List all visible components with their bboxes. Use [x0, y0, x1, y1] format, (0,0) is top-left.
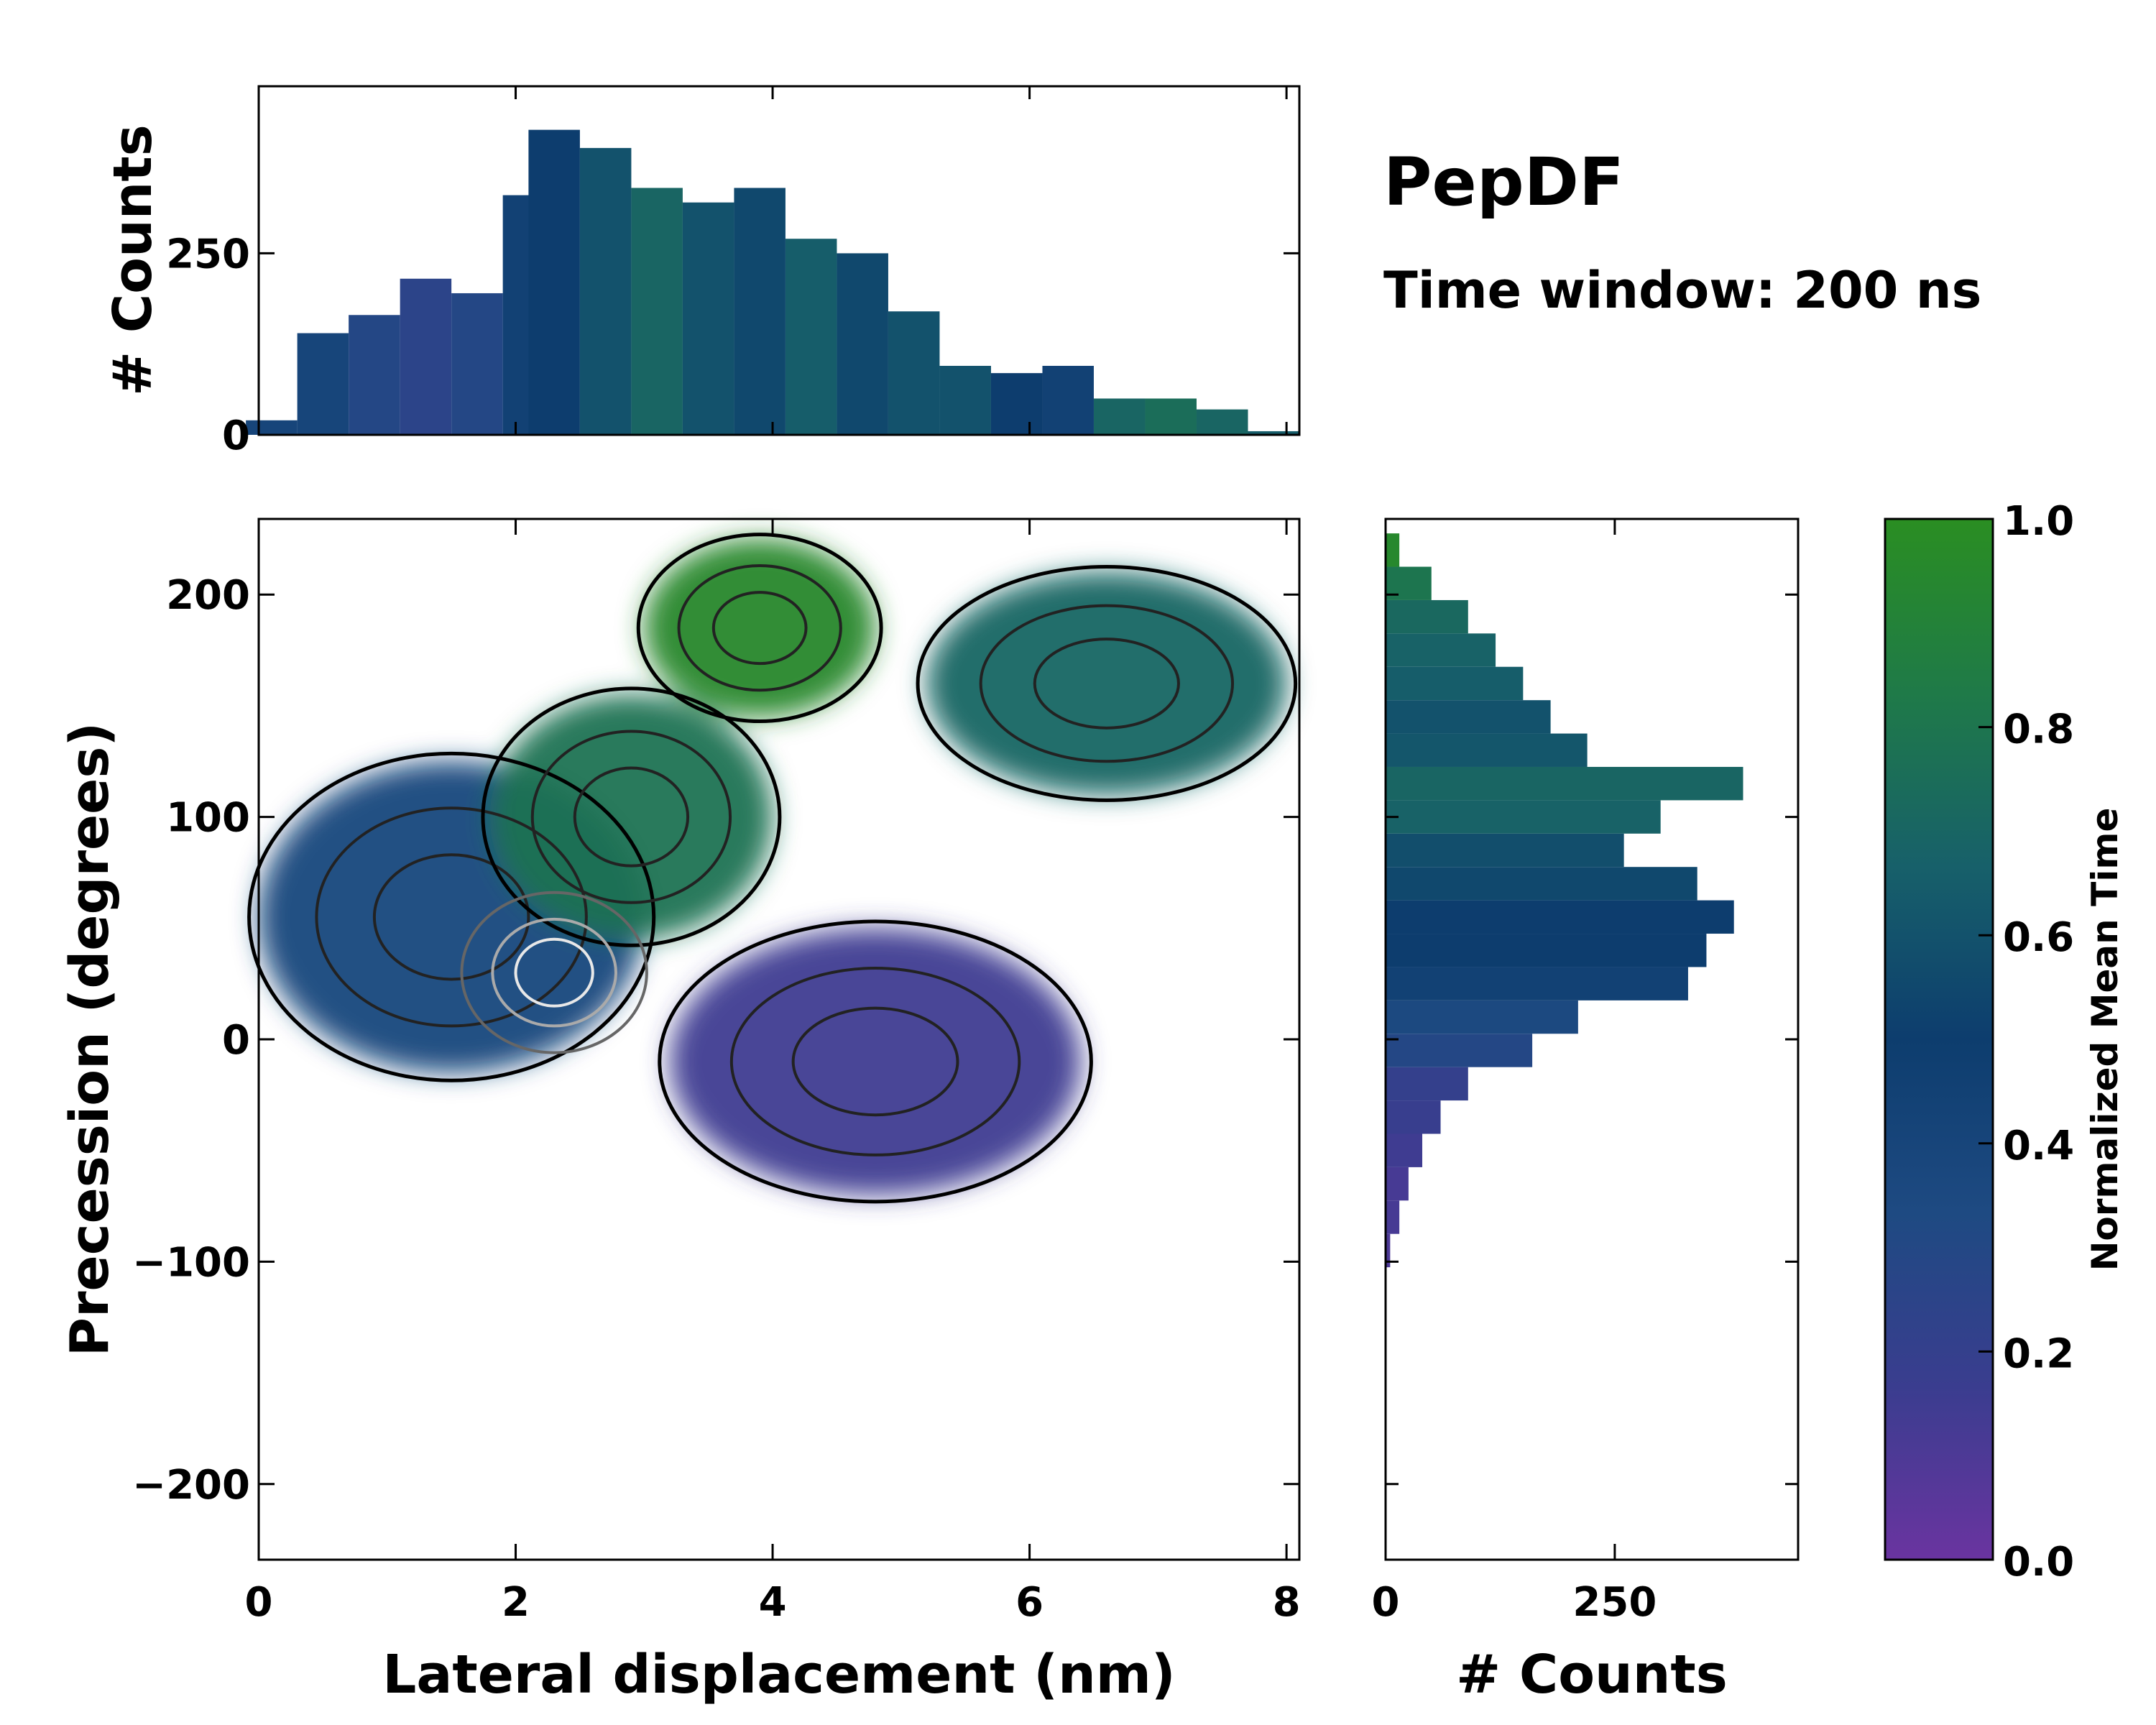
- right-hist-bar: [1386, 900, 1734, 934]
- right-hist-bar: [1386, 800, 1661, 834]
- heatmap-contours: [247, 533, 1298, 1204]
- contour-2-0: [636, 533, 883, 724]
- right-hist-bar: [1386, 1000, 1578, 1034]
- contour-0-2: [372, 853, 530, 981]
- right-xtick-label: 0: [1372, 1579, 1400, 1626]
- colorbar-tick-label: 0.8: [2003, 707, 2074, 753]
- colorbar: 0.0 0.2 0.4 0.6 0.8 1.0 Normalized Mean Time: [1884, 498, 2126, 1586]
- right-hist-bar: [1386, 700, 1551, 734]
- top-hist-bar: [451, 293, 503, 435]
- main-ytick-label: −200: [132, 1462, 250, 1509]
- right-hist-bar: [1386, 1100, 1441, 1134]
- top-ytick-label: 250: [166, 231, 250, 277]
- main-ytick-label: 100: [166, 795, 250, 842]
- top-hist-bar: [990, 373, 1043, 435]
- top-histogram-bars: [246, 129, 1299, 435]
- contour-3-0: [916, 565, 1298, 802]
- top-hist-bar: [400, 278, 452, 435]
- main-xtick-label: 2: [502, 1579, 530, 1626]
- top-histogram: 0 250 # Counts: [102, 85, 1301, 459]
- top-hist-bar: [837, 253, 888, 435]
- right-histogram-xlabel: # Counts: [1456, 1644, 1728, 1706]
- top-ytick-label: 0: [222, 413, 250, 459]
- top-hist-bar: [297, 333, 349, 435]
- top-hist-bar: [579, 147, 632, 435]
- right-hist-bar: [1386, 766, 1743, 801]
- contour-2-1: [677, 564, 842, 692]
- top-hist-bar: [1145, 398, 1197, 435]
- right-xtick-label: 250: [1572, 1579, 1657, 1626]
- main-ytick-label: 200: [166, 572, 250, 619]
- heatmap-regions: [258, 538, 1287, 1195]
- right-hist-bar: [1386, 533, 1400, 567]
- colorbar-tick-label: 0.0: [2003, 1539, 2074, 1586]
- contour-1-0: [481, 686, 782, 947]
- top-histogram-ylabel: # Counts: [102, 124, 164, 396]
- contour-3-1: [979, 604, 1235, 763]
- top-hist-bar: [1042, 366, 1094, 435]
- right-hist-bar: [1386, 1200, 1400, 1234]
- contour-4-2: [791, 1006, 959, 1117]
- top-hist-bar: [1093, 398, 1146, 435]
- right-hist-bar: [1386, 1133, 1423, 1167]
- right-hist-bar: [1386, 666, 1524, 701]
- top-histogram-frame: [257, 85, 1301, 436]
- contour-5-2: [460, 891, 648, 1054]
- top-hist-bar: [1196, 409, 1248, 435]
- right-hist-bar: [1386, 633, 1496, 667]
- contour-0-0: [247, 751, 656, 1082]
- contour-5-0: [514, 937, 594, 1008]
- contour-1-2: [573, 766, 690, 868]
- top-hist-bar: [785, 239, 837, 435]
- top-hist-bar: [939, 366, 991, 435]
- main-xtick-label: 4: [759, 1579, 787, 1626]
- colorbar-tick-label: 0.2: [2003, 1330, 2074, 1377]
- top-hist-bar: [734, 188, 786, 435]
- main-xlabel: Lateral displacement (nm): [382, 1644, 1175, 1706]
- main-ytick-label: −100: [132, 1239, 250, 1286]
- contour-1-1: [530, 730, 732, 904]
- right-hist-bar: [1386, 1067, 1468, 1101]
- right-hist-bar: [1386, 599, 1468, 634]
- right-hist-bar: [1386, 1233, 1391, 1268]
- right-histogram-bars: [1386, 533, 1743, 1268]
- chart-subtitle: Time window: 200 ns: [1383, 261, 1981, 320]
- right-hist-bar: [1386, 733, 1588, 767]
- top-hist-bar: [682, 202, 734, 435]
- main-ylabel: Precession (degrees): [59, 722, 121, 1356]
- right-hist-bar: [1386, 867, 1697, 901]
- contour-2-2: [711, 591, 808, 666]
- chart-title: PepDF: [1383, 144, 1624, 221]
- contour-4-0: [658, 919, 1093, 1204]
- main-ytick-label: 0: [222, 1017, 250, 1064]
- contour-3-2: [1033, 638, 1180, 730]
- main-xtick-label: 0: [245, 1579, 273, 1626]
- contour-5-1: [491, 917, 617, 1028]
- right-hist-bar: [1386, 934, 1707, 967]
- top-hist-bar: [631, 188, 683, 435]
- main-xtick-label: 6: [1015, 1579, 1044, 1626]
- main-heatmap: 0 2 4 6 8 −200 −100 0 100 200 Lateral displacemen…: [59, 518, 1301, 1706]
- colorbar-label: Normalized Mean Time: [2084, 808, 2126, 1271]
- main-xtick-label: 8: [1273, 1579, 1301, 1626]
- top-hist-bar: [888, 311, 940, 435]
- right-hist-bar: [1386, 1167, 1409, 1201]
- right-hist-bar: [1386, 1034, 1533, 1067]
- top-hist-bar: [349, 315, 400, 435]
- top-hist-bar: [528, 129, 580, 435]
- colorbar-tick-label: 1.0: [2003, 498, 2074, 545]
- top-hist-bar: [1248, 431, 1299, 435]
- contour-4-1: [729, 966, 1021, 1156]
- right-histogram: 0 250 # Counts: [1372, 518, 1800, 1706]
- top-hist-bar: [246, 420, 298, 435]
- right-hist-bar: [1386, 833, 1624, 868]
- contour-0-1: [315, 806, 588, 1028]
- right-hist-bar: [1386, 967, 1688, 1000]
- colorbar-tick-label: 0.4: [2003, 1123, 2074, 1169]
- colorbar-tick-label: 0.6: [2003, 914, 2074, 961]
- colorbar-gradient: [1884, 518, 1994, 1561]
